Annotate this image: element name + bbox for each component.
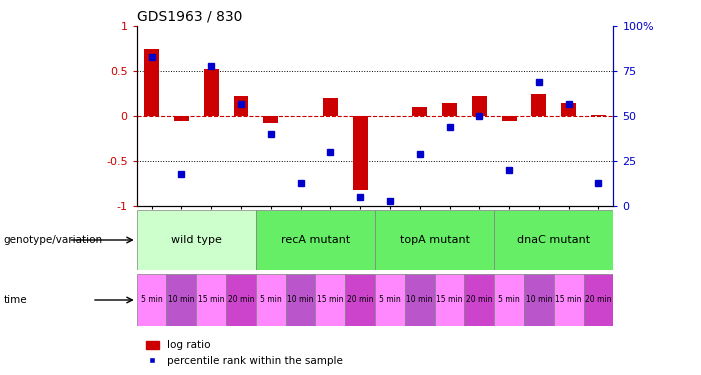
Text: 10 min: 10 min (526, 296, 552, 304)
Bar (226, 274, 256, 326)
Bar (524, 274, 554, 326)
Bar (494, 210, 613, 270)
Bar (412, 107, 427, 116)
Bar (323, 98, 338, 116)
Text: 15 min: 15 min (436, 296, 463, 304)
Text: wild type: wild type (171, 235, 222, 245)
Bar (256, 210, 375, 270)
Text: 20 min: 20 min (585, 296, 612, 304)
Text: 20 min: 20 min (228, 296, 254, 304)
Bar (435, 274, 465, 326)
Bar (315, 274, 346, 326)
Bar (375, 274, 405, 326)
Bar (196, 274, 226, 326)
Text: time: time (4, 295, 27, 305)
Text: 5 min: 5 min (260, 296, 282, 304)
Text: 20 min: 20 min (347, 296, 374, 304)
Text: 5 min: 5 min (141, 296, 163, 304)
Bar (286, 274, 315, 326)
Text: 10 min: 10 min (168, 296, 195, 304)
Bar (167, 274, 196, 326)
Bar (256, 274, 286, 326)
Bar (144, 49, 159, 116)
Text: 15 min: 15 min (555, 296, 582, 304)
Text: 5 min: 5 min (379, 296, 401, 304)
Bar (264, 116, 278, 123)
Text: recA mutant: recA mutant (281, 235, 350, 245)
Text: 20 min: 20 min (466, 296, 493, 304)
Bar (442, 103, 457, 116)
Bar (233, 96, 248, 116)
Bar (472, 96, 486, 116)
Bar (137, 210, 256, 270)
Bar (137, 274, 167, 326)
Text: 15 min: 15 min (317, 296, 343, 304)
Bar (502, 116, 517, 121)
Text: genotype/variation: genotype/variation (4, 235, 102, 245)
Text: 15 min: 15 min (198, 296, 224, 304)
Bar (583, 274, 613, 326)
Bar (375, 210, 494, 270)
Text: 5 min: 5 min (498, 296, 520, 304)
Text: dnaC mutant: dnaC mutant (517, 235, 590, 245)
Bar (346, 274, 375, 326)
Bar (465, 274, 494, 326)
Bar (494, 274, 524, 326)
Bar (174, 116, 189, 121)
Text: 10 min: 10 min (287, 296, 314, 304)
Text: topA mutant: topA mutant (400, 235, 470, 245)
Text: 10 min: 10 min (407, 296, 433, 304)
Legend: log ratio, percentile rank within the sample: log ratio, percentile rank within the sa… (142, 336, 347, 370)
Bar (204, 69, 219, 116)
Bar (554, 274, 583, 326)
Bar (562, 103, 576, 116)
Bar (531, 94, 546, 116)
Text: GDS1963 / 830: GDS1963 / 830 (137, 10, 242, 24)
Bar (405, 274, 435, 326)
Bar (353, 116, 367, 190)
